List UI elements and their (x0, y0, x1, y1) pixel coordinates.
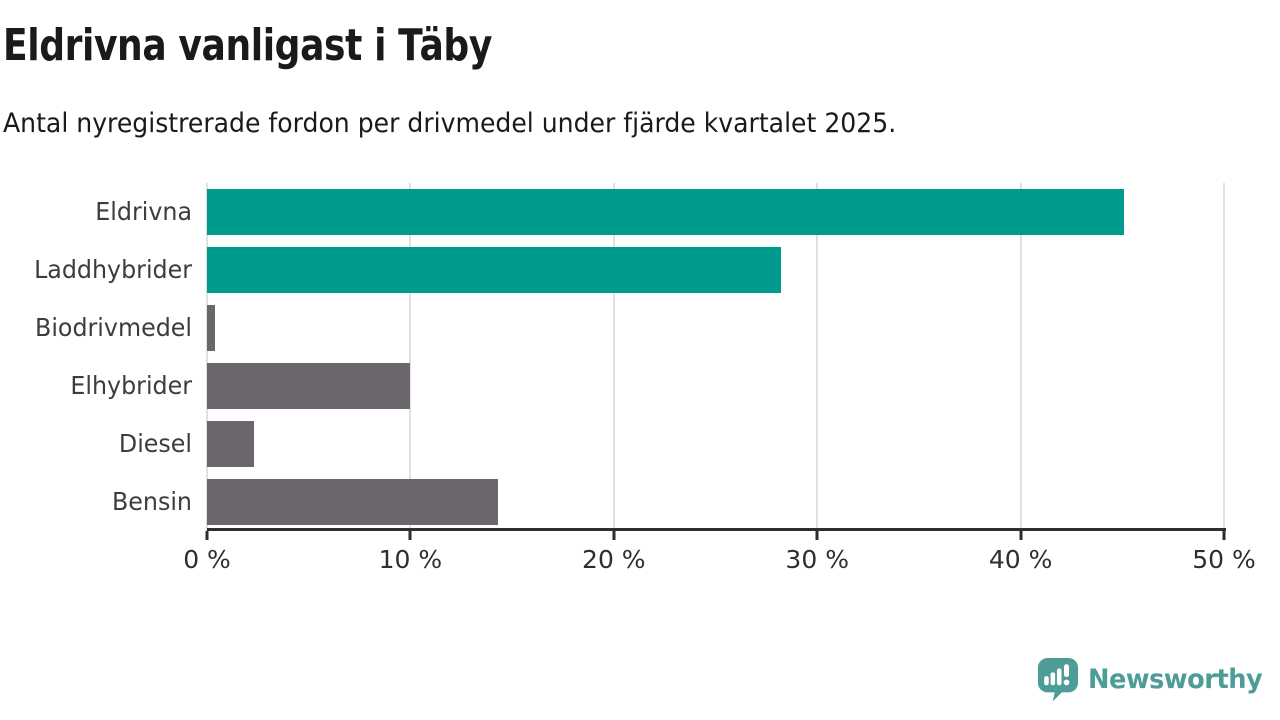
category-label: Elhybrider (70, 371, 192, 400)
gridline-0 (206, 183, 208, 531)
bar-track (207, 189, 1224, 235)
category-label: Eldrivna (95, 197, 192, 226)
category-label: Laddhybrider (34, 255, 193, 284)
newsworthy-logo-text: Newsworthy (1087, 663, 1263, 695)
bar-track (207, 247, 1224, 293)
tick-mark-10 (408, 531, 412, 540)
bar-row: Eldrivna (0, 183, 1280, 241)
tick-label-0: 0 % (183, 545, 231, 574)
tick-mark-40 (1019, 531, 1023, 540)
category-label: Biodrivmedel (35, 313, 192, 342)
bar-biodrivmedel (207, 305, 216, 351)
bar-row: Elhybrider (0, 357, 1280, 415)
bar-track (207, 305, 1224, 351)
tick-label-50: 50 % (1192, 545, 1256, 574)
tick-mark-0 (205, 531, 209, 540)
gridline-30 (816, 183, 819, 531)
bar-laddhybrider (207, 247, 781, 293)
tick-label-20: 20 % (582, 545, 646, 574)
bar-track (207, 479, 1224, 525)
bar-diesel (207, 421, 254, 467)
bar-elhybrider (207, 363, 411, 409)
chart-subtitle: Antal nyregistrerade fordon per drivmede… (3, 108, 897, 139)
gridline-50 (1223, 183, 1225, 531)
gridline-40 (1019, 183, 1022, 531)
bar-row: Diesel (0, 415, 1280, 473)
newsworthy-logo: Newsworthy (1037, 656, 1271, 702)
tick-mark-20 (612, 531, 616, 540)
bar-row: Biodrivmedel (0, 299, 1280, 357)
plot-area (206, 183, 1225, 531)
tick-mark-30 (815, 531, 819, 540)
newsworthy-logo-icon (1037, 658, 1078, 702)
category-label: Diesel (118, 429, 192, 458)
bar-track (207, 421, 1224, 467)
bar-eldrivna (207, 189, 1125, 235)
bar-chart: Eldrivna Laddhybrider Biodrivmedel Elhybrid… (0, 183, 1280, 574)
bar-bensin (207, 479, 498, 525)
tick-label-30: 30 % (785, 545, 849, 574)
bar-row: Laddhybrider (0, 241, 1280, 299)
x-axis-line (207, 528, 1226, 531)
gridline-20 (612, 183, 615, 531)
tick-label-10: 10 % (378, 545, 443, 574)
bar-track (207, 363, 1224, 409)
gridline-10 (409, 183, 412, 531)
tick-mark-50 (1222, 531, 1226, 540)
chart-title: Eldrivna vanligast i Täby (3, 20, 492, 71)
tick-label-40: 40 % (988, 545, 1053, 574)
bar-row: Bensin (0, 473, 1280, 531)
category-label: Bensin (112, 487, 192, 516)
